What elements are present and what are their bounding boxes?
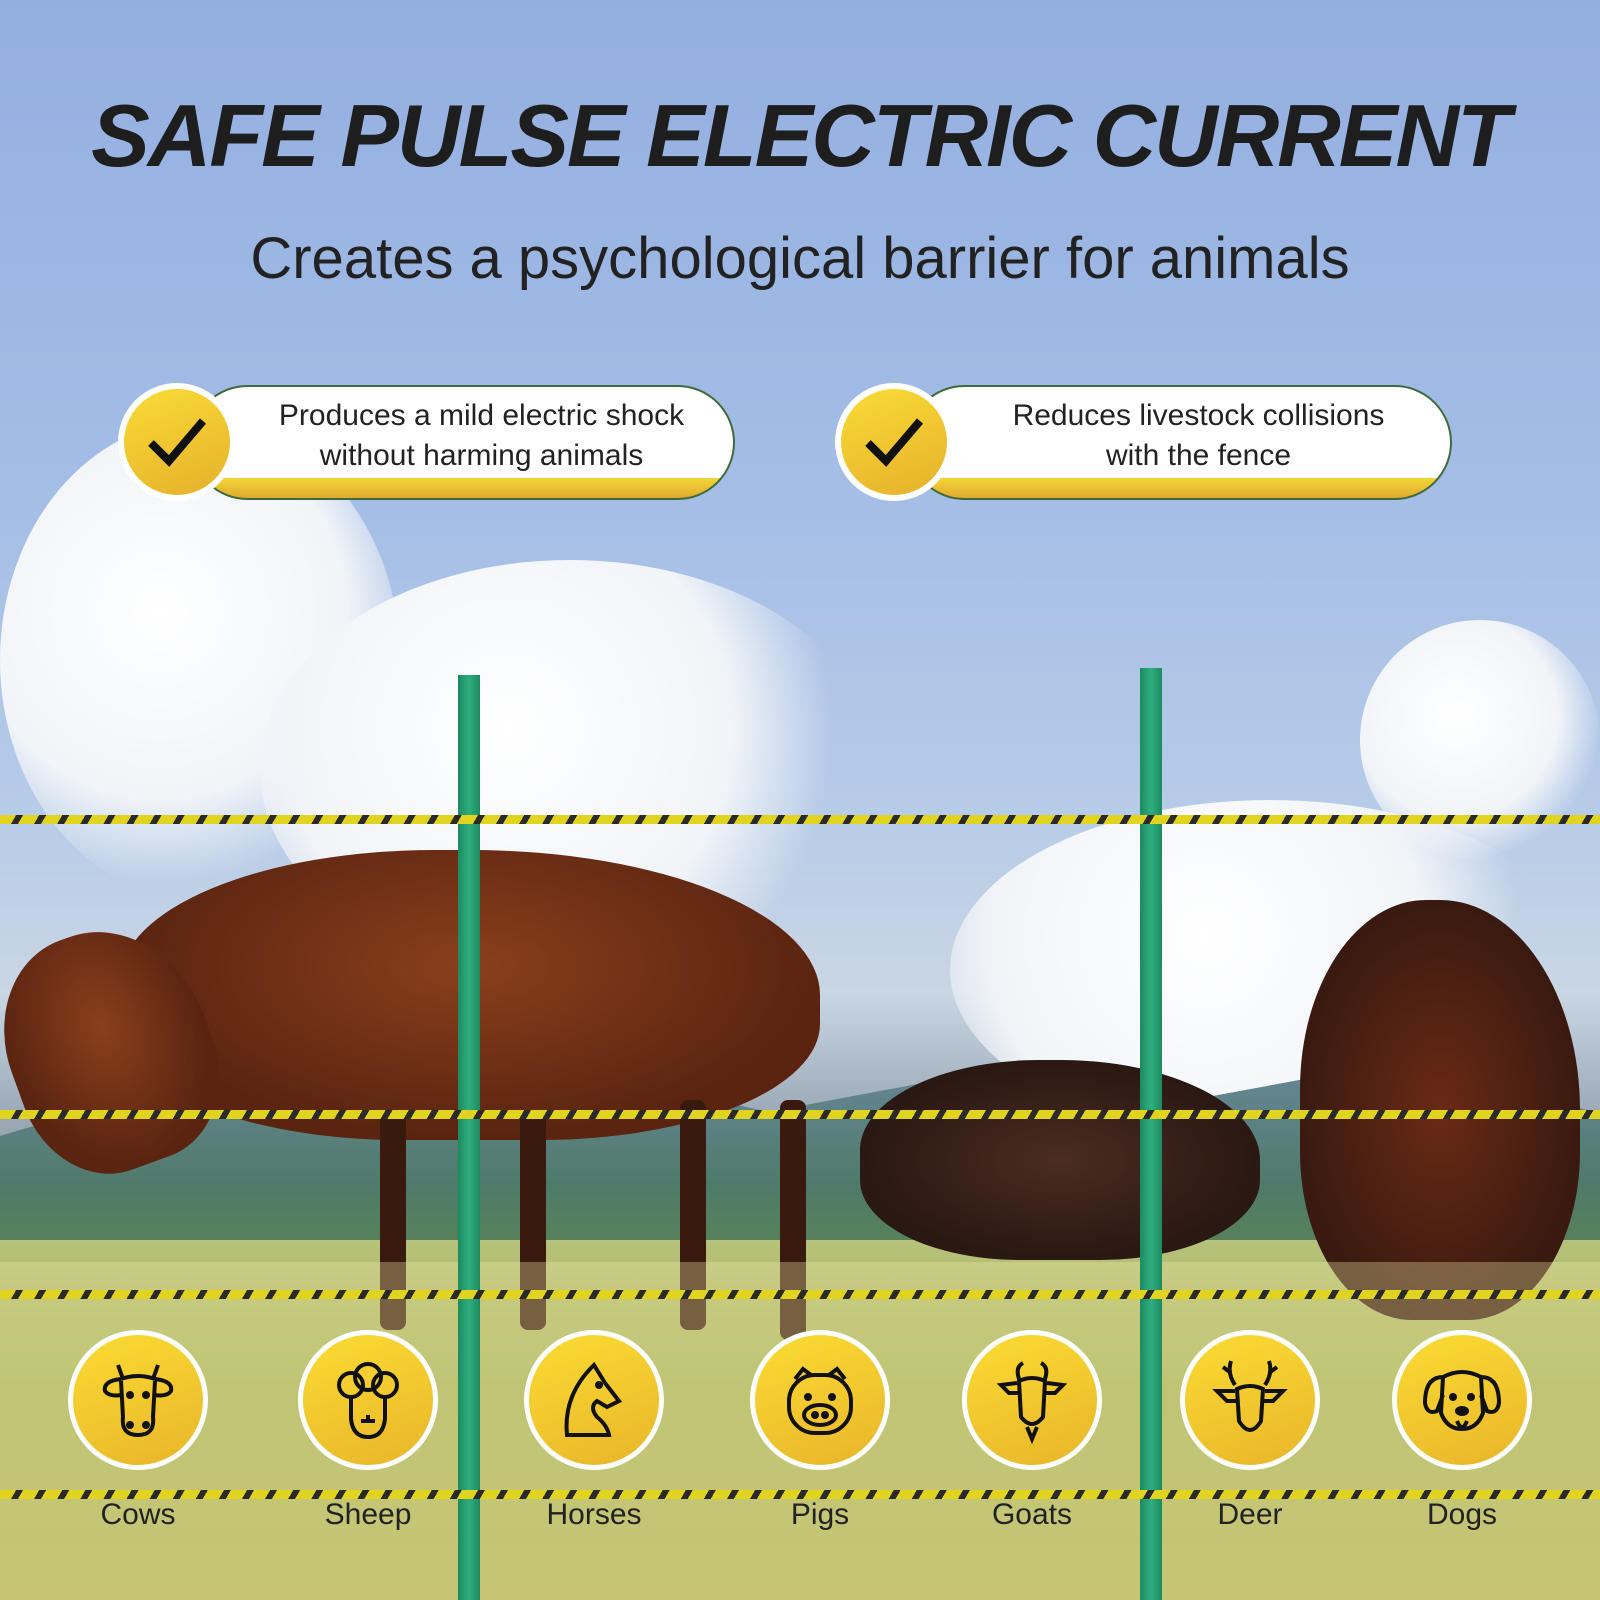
feature-pill: Produces a mild electric shock without h… [190, 385, 735, 500]
animal-label: Dogs [1426, 1498, 1498, 1531]
animal-label: Pigs [790, 1498, 850, 1531]
animal-label: Horses [546, 1498, 642, 1531]
feature-text: Reduces livestock collisions [1012, 398, 1385, 432]
horse-leg [780, 1100, 806, 1340]
animal-label: Cows [100, 1498, 176, 1531]
animal-label: Deer [1217, 1498, 1283, 1531]
checkmark-icon [118, 383, 236, 501]
feature-text: Produces a mild electric shock [278, 398, 685, 432]
pig-icon [750, 1330, 890, 1470]
horse-image [860, 1060, 1260, 1260]
feature-text: without harming animals [319, 438, 644, 472]
deer-icon [1180, 1330, 1320, 1470]
feature-pill: Reduces livestock collisions with the fe… [907, 385, 1452, 500]
feature-badge: Reduces livestock collisions with the fe… [835, 383, 1452, 501]
animal-deer: Deer [1180, 1330, 1320, 1532]
dog-icon [1392, 1330, 1532, 1470]
fence-wire [0, 1110, 1600, 1119]
fence-post [458, 675, 480, 1600]
animal-horses: Horses [524, 1330, 664, 1532]
cow-icon [68, 1330, 208, 1470]
animal-cows: Cows [68, 1330, 208, 1532]
fence-wire [0, 1290, 1600, 1299]
animal-label: Sheep [324, 1498, 412, 1531]
fence-post [1140, 668, 1162, 1600]
sheep-icon [298, 1330, 438, 1470]
cloud [1360, 620, 1600, 860]
fence-wire [0, 815, 1600, 824]
feature-text: with the fence [1105, 438, 1292, 472]
animal-sheep: Sheep [298, 1330, 438, 1532]
animal-goats: Goats [962, 1330, 1102, 1532]
animal-label: Goats [991, 1498, 1073, 1531]
feature-badge: Produces a mild electric shock without h… [118, 383, 735, 501]
checkmark-icon [835, 383, 953, 501]
animal-pigs: Pigs [750, 1330, 890, 1532]
fence-wire [0, 1490, 1600, 1499]
headline: SAFE PULSE ELECTRIC CURRENT [91, 86, 1511, 185]
subheadline: Creates a psychological barrier for anim… [250, 226, 1350, 291]
horse-icon [524, 1330, 664, 1470]
goat-icon [962, 1330, 1102, 1470]
animal-dogs: Dogs [1392, 1330, 1532, 1532]
